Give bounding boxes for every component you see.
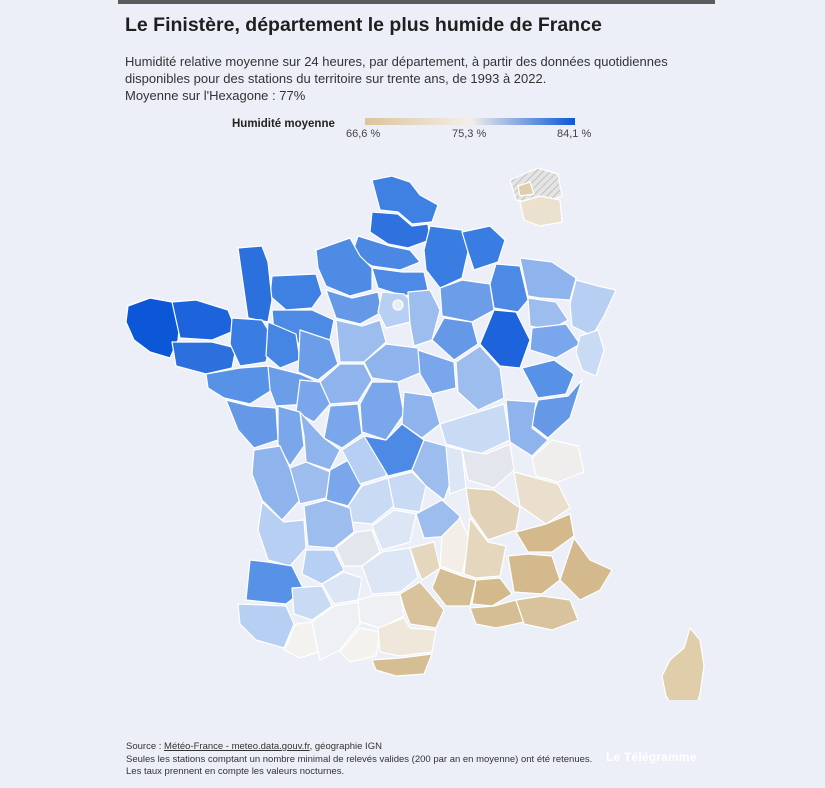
dept-indre-et-loire xyxy=(295,379,331,423)
subtitle-line: disponibles pour des stations du territo… xyxy=(125,71,547,86)
dept-jura xyxy=(505,399,549,457)
legend-color-scale xyxy=(365,118,575,125)
dept-gard xyxy=(431,567,477,607)
dept-vosges xyxy=(529,323,581,359)
dept-vaucluse xyxy=(471,577,513,607)
legend-mid-label: 75,3 % xyxy=(452,128,487,140)
dept-yonne xyxy=(417,349,457,395)
source-link[interactable]: Météo-France - meteo.data.gouv.fr xyxy=(164,741,310,752)
dept-var xyxy=(515,595,579,631)
dept-bas-rhin xyxy=(569,279,617,337)
dept-ain xyxy=(461,443,515,489)
dept-lot-et-garonne xyxy=(301,549,345,585)
dept-haut-rhin xyxy=(575,329,605,377)
dept-savoie xyxy=(513,471,571,525)
dept-alpes-maritimes xyxy=(559,537,613,601)
dept-haute-garonne xyxy=(311,601,361,661)
dept-pyrenees-orientales xyxy=(371,653,433,677)
dept-aude xyxy=(377,617,437,657)
subtitle: Humidité relative moyenne sur 24 heures,… xyxy=(125,53,725,104)
dept-alpes-de-haute-provence xyxy=(507,553,561,595)
top-rule xyxy=(118,0,715,4)
dept-moselle xyxy=(519,257,577,301)
dept-vendee xyxy=(225,399,279,449)
dept-nievre xyxy=(401,391,441,439)
dept-aisne xyxy=(423,225,469,289)
dept-eure-et-loir xyxy=(335,319,387,363)
dept-aube xyxy=(431,317,479,361)
footer: Source : Météo-France - meteo.data.gouv.… xyxy=(126,741,592,779)
footer-note: Les taux prennent en compte les valeurs … xyxy=(126,766,345,777)
footer-note: Seules les stations comptant un nombre m… xyxy=(126,753,593,765)
legend-max-label: 84,1 % xyxy=(557,128,592,140)
dept-morbihan xyxy=(171,341,237,375)
dept-cantal xyxy=(371,509,417,551)
dept-isere xyxy=(465,487,521,541)
source-prefix: Source : xyxy=(126,741,165,752)
dept-aveyron xyxy=(361,547,419,595)
dept-charente-maritime xyxy=(251,445,301,521)
source-suffix: , géographie IGN xyxy=(309,741,382,752)
subtitle-average: Moyenne sur l'Hexagone : 77% xyxy=(125,88,306,103)
dept-ille-et-vilaine xyxy=(229,317,273,367)
dept-tarn-et-garonne xyxy=(321,571,363,605)
dept-puy-de-dome xyxy=(387,471,427,513)
source-line: Source : Météo-France - meteo.data.gouv.… xyxy=(126,741,592,754)
legend-title: Humidité moyenne xyxy=(232,118,335,130)
france-humidity-map xyxy=(125,167,705,700)
dept-indre xyxy=(323,403,363,449)
dept-manche xyxy=(237,245,273,323)
dept-gironde xyxy=(257,501,307,567)
subtitle-line: Humidité relative moyenne sur 24 heures,… xyxy=(125,54,668,69)
dept-cotes-d-armor xyxy=(171,299,237,341)
neighbor-area xyxy=(519,195,563,227)
dept-saone-et-loire xyxy=(439,403,511,455)
dept-pyrenees-atlantiques xyxy=(237,603,295,649)
dept-finistere xyxy=(125,297,181,359)
dept-calvados xyxy=(269,273,323,311)
dept-cote-d-or xyxy=(455,345,505,411)
dept-meuse xyxy=(489,263,529,313)
dept-marne xyxy=(439,279,495,323)
dept-hautes-alpes xyxy=(515,513,575,553)
legend-min-label: 66,6 % xyxy=(346,128,381,140)
dept-haute-saone xyxy=(521,359,575,399)
dept-nord xyxy=(371,175,439,225)
neighbor-area xyxy=(517,181,535,197)
dept-ardennes xyxy=(461,225,506,271)
chart-title: Le Finistère, département le plus humide… xyxy=(125,14,602,36)
dept-haute-savoie xyxy=(531,439,585,483)
dept-drome xyxy=(463,517,507,579)
dept-sarthe xyxy=(297,329,339,381)
dept-herault xyxy=(399,581,445,629)
brand-logo: Le Télégramme xyxy=(606,750,697,764)
dept-seine-maritime xyxy=(315,237,373,297)
dept-ariege xyxy=(339,627,381,663)
dept-dordogne xyxy=(303,499,355,549)
dept-mayenne xyxy=(265,321,301,369)
dept-lozere xyxy=(409,541,441,581)
dept-paris xyxy=(392,299,404,311)
dept-corse xyxy=(661,627,705,700)
dept-loire-atlantique xyxy=(205,365,273,405)
dept-deux-sevres xyxy=(277,405,305,467)
dept-gers xyxy=(291,585,333,621)
dept-lot xyxy=(335,529,381,567)
